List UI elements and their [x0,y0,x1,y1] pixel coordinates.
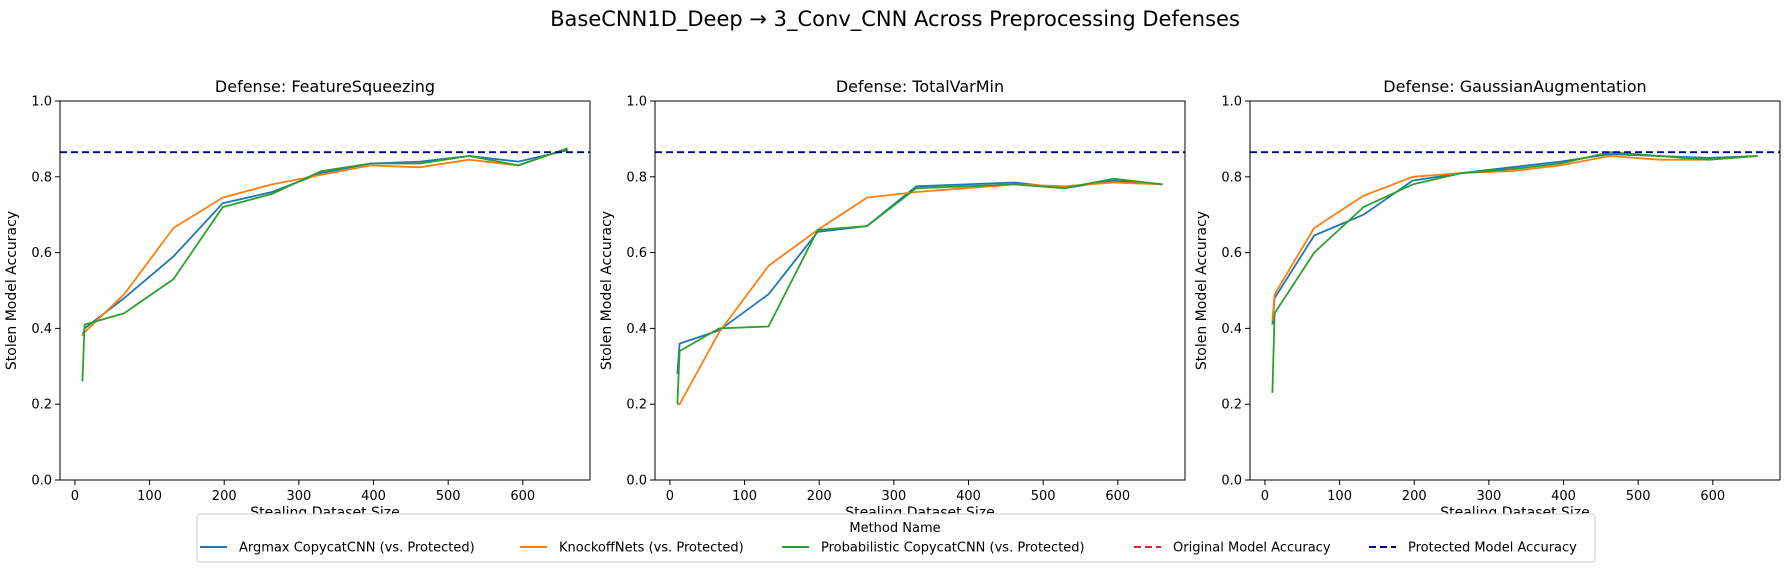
figure-title: BaseCNN1D_Deep → 3_Conv_CNN Across Prepr… [550,7,1240,32]
series-line-3 [81,147,568,382]
y-tick-label: 0.6 [626,246,647,261]
y-tick-label: 0.2 [31,398,52,413]
y-axis-label: Stolen Model Accuracy [599,211,615,370]
axes-frame [1249,100,1781,481]
subplot-2: Defense: TotalVarMin 0 100 200 300 400 500 600 0… [599,77,1186,521]
y-axis-label: Stolen Model Accuracy [1194,211,1210,370]
x-tick-label: 300 [286,489,311,504]
y-tick-label: 0.8 [1221,170,1242,185]
series-line-1 [81,149,568,337]
x-tick-label: 500 [1031,489,1056,504]
y-tick-label: 0.0 [31,474,52,489]
x-tick-label: 100 [137,489,162,504]
legend-entries: Argmax CopycatCNN (vs. Protected) Knockof… [200,541,1577,556]
x-tick-label: 600 [510,489,535,504]
subplot-title: Defense: GaussianAugmentation [1383,77,1646,96]
y-tick-label: 0.8 [626,170,647,185]
series-line-1 [1271,153,1758,325]
x-tick-label: 500 [436,489,461,504]
x-tick-label: 300 [1476,489,1501,504]
legend-label: Protected Model Accuracy [1408,541,1577,556]
x-tick-label: 200 [1402,489,1427,504]
axes-frame [654,100,1186,481]
subplot-panels: Defense: FeatureSqueezing 0 100 200 300 400 50… [4,77,1781,521]
x-tick-label: 400 [956,489,981,504]
legend-label: KnockoffNets (vs. Protected) [559,541,744,556]
y-tick-label: 0.8 [31,170,52,185]
y-tick-label: 0.6 [1221,246,1242,261]
series-line-2 [677,181,1163,406]
x-tick-label: 0 [71,489,79,504]
x-tick-label: 200 [807,489,832,504]
x-tick-label: 600 [1105,489,1130,504]
legend-title: Method Name [849,521,940,536]
series-line-2 [1271,155,1758,321]
y-tick-label: 0.0 [626,474,647,489]
x-tick-label: 0 [666,489,674,504]
y-tick-label: 0.0 [1221,474,1242,489]
x-tick-label: 400 [1551,489,1576,504]
x-tick-label: 500 [1626,489,1651,504]
y-tick-label: 0.2 [626,398,647,413]
x-tick-label: 100 [732,489,757,504]
legend-frame [196,513,1596,563]
legend: Method Name Argmax CopycatCNN (vs. Prote… [196,513,1596,563]
axes-frame [59,100,591,481]
y-tick-label: 0.2 [1221,398,1242,413]
x-tick-label: 600 [1700,489,1725,504]
series-line-3 [676,177,1163,405]
y-tick-label: 0.6 [31,246,52,261]
y-tick-label: 1.0 [1221,95,1242,110]
legend-label: Argmax CopycatCNN (vs. Protected) [239,541,475,556]
subplot-title: Defense: TotalVarMin [836,77,1004,96]
series-line-1 [676,179,1163,374]
y-tick-label: 0.4 [31,322,52,337]
y-tick-label: 1.0 [626,95,647,110]
x-tick-label: 100 [1327,489,1352,504]
x-tick-label: 0 [1261,489,1269,504]
subplot-1: Defense: FeatureSqueezing 0 100 200 300 400 50… [4,77,591,521]
y-tick-label: 1.0 [31,95,52,110]
y-tick-label: 0.4 [1221,322,1242,337]
series-line-3 [1271,151,1758,393]
legend-label: Probabilistic CopycatCNN (vs. Protected) [821,541,1085,556]
legend-label: Original Model Accuracy [1173,541,1331,556]
subplot-title: Defense: FeatureSqueezing [215,77,435,96]
x-tick-label: 300 [881,489,906,504]
series-line-2 [81,147,568,337]
x-tick-label: 200 [212,489,237,504]
y-axis-label: Stolen Model Accuracy [4,211,20,370]
x-tick-label: 400 [361,489,386,504]
y-tick-label: 0.4 [626,322,647,337]
subplot-3: Defense: GaussianAugmentation 0 100 200 300 4… [1194,77,1781,521]
